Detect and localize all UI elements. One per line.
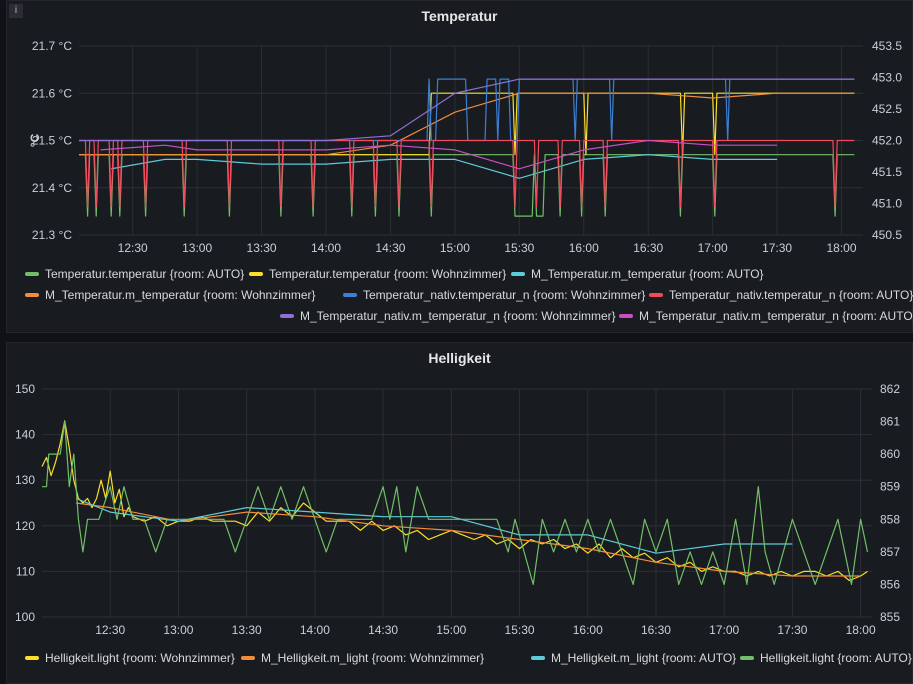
legend-item[interactable]: Helligkeit.light {room: Wohnzimmer}: [25, 651, 235, 665]
legend-item[interactable]: M_Temperatur_nativ.m_temperatur_n {room:…: [619, 309, 913, 323]
legend-swatch: [619, 314, 633, 318]
legend-item[interactable]: Temperatur.temperatur {room: Wohnzimmer}: [249, 267, 506, 281]
helligkeit-panel: Helligkeit: [6, 342, 913, 684]
legend-swatch: [25, 272, 39, 276]
legend-swatch: [280, 314, 294, 318]
legend-label: Temperatur_nativ.temperatur_n {room: Woh…: [363, 288, 646, 302]
legend-swatch: [740, 656, 754, 660]
legend-item[interactable]: M_Temperatur_nativ.m_temperatur_n {room:…: [280, 309, 616, 323]
legend-swatch: [511, 272, 525, 276]
legend-swatch: [649, 293, 663, 297]
legend-item[interactable]: Helligkeit.light {room: AUTO}: [740, 651, 912, 665]
temperatur-panel: i Temperatur: [6, 0, 913, 333]
panel-title[interactable]: Helligkeit: [428, 350, 491, 366]
legend-label: Helligkeit.light {room: Wohnzimmer}: [45, 651, 235, 665]
legend-item[interactable]: Temperatur_nativ.temperatur_n {room: Woh…: [343, 288, 645, 302]
legend-label: M_Temperatur_nativ.m_temperatur_n {room:…: [300, 309, 616, 323]
info-icon[interactable]: i: [9, 4, 23, 18]
legend-item[interactable]: Temperatur_nativ.temperatur_n {room: AUT…: [649, 288, 913, 302]
legend-label: M_Temperatur.m_temperatur {room: AUTO}: [531, 267, 764, 281]
panel-title[interactable]: Temperatur: [421, 8, 498, 24]
legend-swatch: [25, 293, 39, 297]
legend-label: M_Temperatur_nativ.m_temperatur_n {room:…: [639, 309, 913, 323]
legend-swatch: [343, 293, 357, 297]
legend-item[interactable]: M_Temperatur.m_temperatur {room: AUTO}: [511, 267, 764, 281]
legend-swatch: [241, 656, 255, 660]
legend-label: Temperatur_nativ.temperatur_n {room: AUT…: [669, 288, 913, 302]
legend-label: Temperatur.temperatur {room: AUTO}: [45, 267, 245, 281]
legend-label: M_Helligkeit.m_light {room: AUTO}: [551, 651, 737, 665]
legend-item[interactable]: M_Helligkeit.m_light {room: AUTO}: [531, 651, 736, 665]
legend-swatch: [249, 272, 263, 276]
legend-swatch: [531, 656, 545, 660]
legend-item[interactable]: M_Helligkeit.m_light {room: Wohnzimmer}: [241, 651, 484, 665]
legend-item[interactable]: Temperatur.temperatur {room: AUTO}: [25, 267, 244, 281]
legend-swatch: [25, 656, 39, 660]
legend-label: Helligkeit.light {room: AUTO}: [760, 651, 912, 665]
legend-label: M_Helligkeit.m_light {room: Wohnzimmer}: [261, 651, 485, 665]
legend-label: Temperatur.temperatur {room: Wohnzimmer}: [269, 267, 507, 281]
legend-item[interactable]: M_Temperatur.m_temperatur {room: Wohnzim…: [25, 288, 316, 302]
legend-label: M_Temperatur.m_temperatur {room: Wohnzim…: [45, 288, 316, 302]
